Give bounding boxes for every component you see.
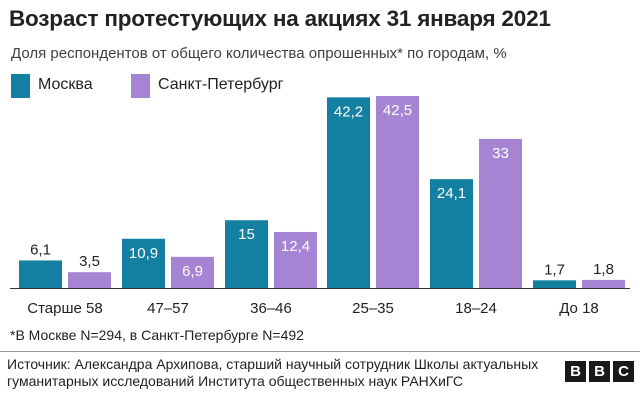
bar-moscow-over-58	[19, 260, 62, 288]
legend-swatch-moscow	[11, 74, 30, 98]
data-label-moscow-25-35: 42,2	[334, 103, 363, 120]
x-tick-label-over-58: Старше 58	[27, 300, 102, 317]
x-tick-label-18-24: 18–24	[455, 300, 497, 317]
data-label-spb-47-57: 6,9	[182, 263, 203, 280]
x-tick-label-36-46: 36–46	[250, 300, 292, 317]
x-tick-label-under-18: До 18	[559, 300, 599, 317]
footnote: *В Москве N=294, в Санкт-Петербурге N=49…	[10, 327, 304, 343]
bbc-logo-letter-b2: B	[589, 361, 610, 382]
data-label-moscow-over-58: 6,1	[30, 241, 51, 258]
data-label-spb-under-18: 1,8	[593, 261, 614, 278]
data-label-moscow-47-57: 10,9	[129, 245, 158, 262]
bar-moscow-25-35	[327, 97, 370, 289]
bar-moscow-under-18	[533, 280, 576, 288]
bar-spb-47-57	[171, 256, 214, 288]
bar-chart: 6,1 3,5 Старше 58 10,9 6,9 47–57 15 12,4 36–46 42…	[10, 96, 630, 317]
chart-subtitle: Доля респондентов от общего количества о…	[11, 45, 507, 62]
data-label-spb-36-46: 12,4	[281, 238, 310, 255]
source-text: Источник: Александра Архипова, старший н…	[7, 356, 539, 389]
legend-swatch-spb	[131, 74, 150, 98]
bar-moscow-36-46	[225, 220, 268, 288]
bar-spb-under-18	[582, 279, 625, 288]
chart-title: Возраст протестующих на акциях 31 января…	[9, 6, 551, 31]
legend-label-moscow: Москва	[38, 76, 93, 93]
data-label-spb-18-24: 33	[492, 145, 509, 162]
legend-label-spb: Санкт-Петербург	[158, 76, 284, 93]
bar-spb-36-46	[274, 231, 317, 288]
bar-spb-18-24	[479, 138, 522, 288]
data-label-moscow-18-24: 24,1	[437, 185, 466, 202]
divider	[0, 351, 640, 352]
x-tick-label-25-35: 25–35	[352, 300, 394, 317]
bar-moscow-47-57	[122, 238, 165, 288]
bbc-logo-letter-b1: B	[565, 361, 586, 382]
data-label-spb-over-58: 3,5	[79, 253, 100, 270]
data-label-spb-25-35: 42,5	[383, 102, 412, 119]
data-label-moscow-under-18: 1,7	[544, 261, 565, 278]
bar-spb-25-35	[376, 96, 419, 288]
x-tick-label-47-57: 47–57	[147, 300, 189, 317]
bbc-logo-letter-c: C	[613, 361, 634, 382]
bar-moscow-18-24	[430, 179, 473, 288]
bar-spb-over-58	[68, 272, 111, 288]
data-label-moscow-36-46: 15	[238, 226, 255, 243]
